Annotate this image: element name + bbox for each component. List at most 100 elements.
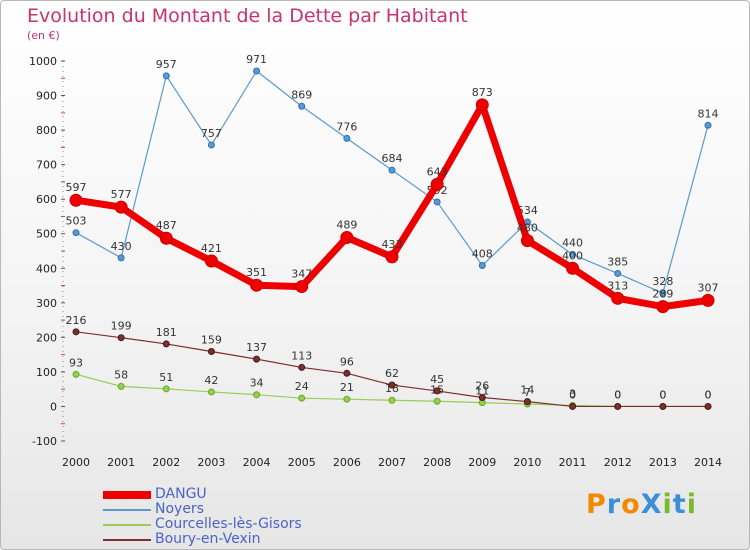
data-label: 480 <box>517 222 538 235</box>
data-label: 0 <box>614 388 621 401</box>
data-point <box>204 254 218 268</box>
y-tick-label: 300 <box>36 297 57 310</box>
x-tick-label: 2011 <box>559 456 587 469</box>
data-label: 400 <box>562 249 583 262</box>
chart-title: Evolution du Montant de la Dette par Hab… <box>27 5 468 27</box>
series-noyers: 5034309577579718697766845924085344403853… <box>66 53 719 297</box>
data-point <box>298 363 306 371</box>
data-point <box>72 229 80 237</box>
data-label: 757 <box>201 127 222 140</box>
data-label: 577 <box>111 188 132 201</box>
data-point <box>520 234 534 248</box>
data-label: 96 <box>340 355 354 368</box>
y-tick-label: 800 <box>36 124 57 137</box>
data-label: 430 <box>111 240 132 253</box>
data-label: 93 <box>69 356 83 369</box>
data-point <box>253 67 261 75</box>
data-point <box>475 98 489 112</box>
data-label: 347 <box>291 268 312 281</box>
chart-subtitle: (en €) <box>27 29 60 42</box>
data-point <box>69 193 83 207</box>
data-label: 45 <box>430 373 444 386</box>
data-point <box>385 250 399 264</box>
data-label: 159 <box>201 334 222 347</box>
data-label: 313 <box>607 279 628 292</box>
data-label: 957 <box>156 58 177 71</box>
logo-letter: P <box>586 489 607 520</box>
series-dangu: 597 577 487 421 351 347 489 433 643 873 480 400 313 2… <box>66 86 719 314</box>
x-tick-label: 2004 <box>243 456 271 469</box>
logo-letter: r <box>606 489 622 520</box>
data-point <box>343 395 351 403</box>
data-label: 440 <box>562 236 583 249</box>
data-point <box>433 387 441 395</box>
legend-label: Boury-en-Vexin <box>155 531 261 547</box>
data-point <box>250 278 264 292</box>
data-point <box>117 382 125 390</box>
data-label: 534 <box>517 204 538 217</box>
data-point <box>72 328 80 336</box>
logo-letter: o <box>621 489 641 520</box>
data-point <box>659 289 667 297</box>
data-point <box>114 200 128 214</box>
data-point <box>72 370 80 378</box>
data-point <box>343 134 351 142</box>
data-point <box>298 102 306 110</box>
data-point <box>659 402 667 410</box>
data-point <box>162 72 170 80</box>
data-point <box>388 396 396 404</box>
logo-letter: X <box>640 489 663 520</box>
x-tick-label: 2008 <box>423 456 451 469</box>
legend-item-boury-en-vexin: Boury-en-Vexin <box>103 531 383 547</box>
data-label: 971 <box>246 53 267 66</box>
x-tick-label: 2010 <box>513 456 541 469</box>
data-point <box>388 381 396 389</box>
legend-item-courcelles-l-s-gisors: Courcelles-lès-Gisors <box>103 516 383 532</box>
data-label: 597 <box>66 181 87 194</box>
x-tick-label: 2001 <box>107 456 135 469</box>
data-label: 503 <box>66 215 87 228</box>
y-tick-label: 200 <box>36 331 57 344</box>
data-label: 351 <box>246 266 267 279</box>
data-point <box>159 231 173 245</box>
data-label: 11 <box>475 385 489 398</box>
data-point <box>656 300 670 314</box>
data-point <box>614 402 622 410</box>
data-point <box>388 166 396 174</box>
x-tick-label: 2009 <box>468 456 496 469</box>
data-label: 0 <box>614 388 621 401</box>
data-label: 181 <box>156 326 177 339</box>
data-label: 26 <box>475 379 489 392</box>
data-label: 776 <box>336 120 357 133</box>
data-label: 3 <box>569 387 576 400</box>
x-tick-label: 2006 <box>333 456 361 469</box>
data-label: 307 <box>698 281 719 294</box>
x-tick-label: 2005 <box>288 456 316 469</box>
data-label: 113 <box>291 349 312 362</box>
data-point <box>433 397 441 405</box>
data-label: 0 <box>569 388 576 401</box>
data-label: 328 <box>652 275 673 288</box>
y-tick-label: 1000 <box>29 55 57 68</box>
data-point <box>343 369 351 377</box>
data-point <box>566 261 580 275</box>
x-tick-label: 2014 <box>694 456 722 469</box>
data-label: 421 <box>201 242 222 255</box>
data-label: 643 <box>427 165 448 178</box>
data-point <box>478 262 486 270</box>
legend-label: DANGU <box>155 486 207 502</box>
y-tick-label: 700 <box>36 159 57 172</box>
x-tick-label: 2000 <box>62 456 90 469</box>
data-label: 289 <box>652 288 673 301</box>
data-label: 42 <box>204 374 218 387</box>
data-point <box>430 177 444 191</box>
data-point <box>298 394 306 402</box>
data-label: 216 <box>66 314 87 327</box>
data-label: 0 <box>659 388 666 401</box>
data-label: 62 <box>385 367 399 380</box>
series-line <box>72 101 712 311</box>
legend-swatch <box>103 509 151 511</box>
data-label: 24 <box>295 380 309 393</box>
data-point <box>207 388 215 396</box>
